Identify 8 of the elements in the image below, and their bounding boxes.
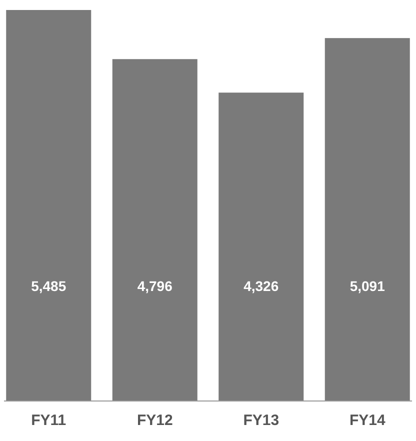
x-tick-label: FY13 xyxy=(243,412,280,429)
data-label: 4,326 xyxy=(244,278,279,294)
x-tick-label: FY11 xyxy=(31,412,66,429)
x-tick-label: FY12 xyxy=(136,412,173,429)
x-tick-label: FY14 xyxy=(349,412,386,429)
data-label: 4,796 xyxy=(137,278,173,294)
data-label: 5,485 xyxy=(31,278,66,294)
data-label: 5,091 xyxy=(350,278,386,294)
